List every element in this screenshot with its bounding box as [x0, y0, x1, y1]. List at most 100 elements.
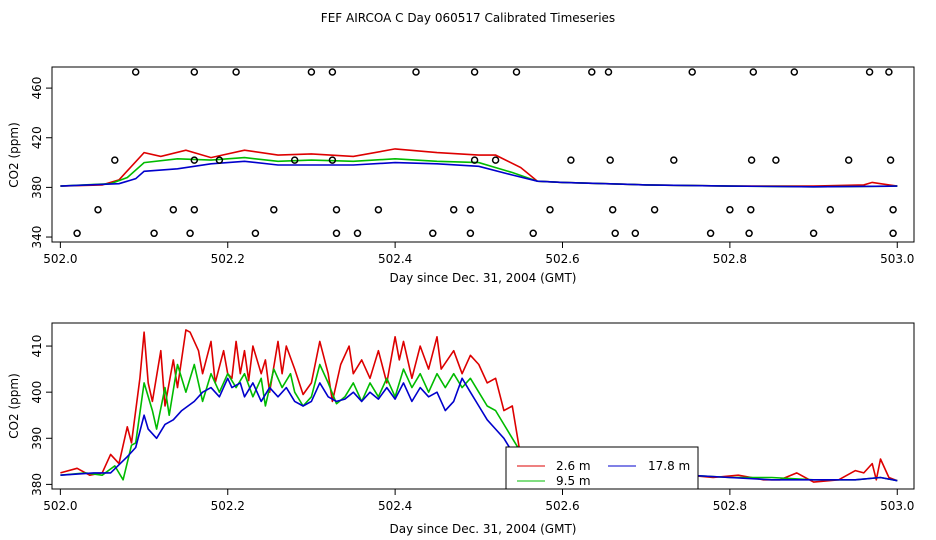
top-y-tick-label: 420 [30, 126, 44, 149]
top-marker [412, 68, 420, 76]
top-y-tick-label: 340 [30, 226, 44, 249]
top-x-tick-label: 502.8 [713, 252, 747, 266]
legend-label-2-6m: 2.6 m [556, 459, 591, 473]
top-panel: 502.0 502.2 502.4 502.6 502.8 503.0 340 380 420… [7, 66, 915, 285]
top-marker [429, 229, 437, 238]
top-marker [865, 68, 874, 76]
top-marker [73, 229, 81, 238]
top-marker [491, 156, 500, 164]
top-marker [466, 229, 475, 238]
top-series-line-17-8-m [60, 160, 898, 188]
top-y-label: CO2 (ppm) [7, 122, 21, 188]
legend-label-17-8m: 17.8 m [648, 459, 690, 473]
bottom-x-label: Day since Dec. 31, 2004 (GMT) [390, 522, 577, 536]
bottom-y-tick-label: 390 [30, 427, 44, 450]
top-marker [190, 205, 199, 214]
top-marker [374, 205, 383, 214]
top-marker [353, 229, 362, 238]
top-marker [889, 205, 897, 214]
top-marker [251, 229, 260, 238]
legend-label-9-5m: 9.5 m [556, 474, 591, 488]
bottom-y-axis: 380 390 400 410 [30, 335, 52, 496]
top-marker [747, 156, 756, 164]
top-marker [190, 68, 199, 76]
top-marker [232, 68, 240, 76]
top-marker [790, 68, 799, 76]
top-marker [608, 205, 617, 214]
top-marker [809, 229, 818, 238]
bottom-y-label: CO2 (ppm) [7, 373, 21, 439]
chart-title: FEF AIRCOA C Day 060517 Calibrated Times… [321, 11, 615, 25]
top-series-line-9-5-m [60, 156, 898, 188]
top-marker [470, 156, 479, 164]
top-marker [332, 205, 341, 214]
top-marker [169, 205, 178, 214]
top-marker [546, 205, 554, 214]
legend: 2.6 m 9.5 m 17.8 m [505, 446, 699, 490]
top-series-lines [60, 148, 898, 188]
top-marker [604, 68, 613, 76]
top-marker [94, 205, 102, 214]
top-marker [449, 205, 458, 214]
top-marker [885, 68, 893, 76]
top-marker [270, 205, 278, 214]
top-marker [328, 68, 337, 76]
bottom-x-tick-label: 502.2 [211, 499, 245, 513]
bottom-x-axis: 502.0 502.2 502.4 502.6 502.8 503.0 [43, 489, 914, 513]
top-marker [826, 205, 835, 214]
top-x-tick-label: 502.0 [43, 252, 77, 266]
top-marker [588, 68, 596, 76]
top-y-axis: 340 380 420 460 [30, 77, 52, 249]
top-marker [190, 156, 199, 164]
bottom-x-tick-label: 502.6 [545, 499, 579, 513]
top-marker [332, 229, 341, 238]
top-marker [747, 205, 755, 214]
top-marker [670, 156, 678, 164]
top-marker [131, 68, 140, 76]
top-marker [844, 156, 853, 164]
top-marker [611, 229, 619, 238]
top-marker [606, 156, 614, 164]
bottom-y-tick-label: 410 [30, 335, 44, 358]
top-x-tick-label: 502.2 [211, 252, 245, 266]
top-marker [889, 229, 897, 238]
bottom-y-tick-label: 380 [30, 473, 44, 496]
top-markers [73, 68, 897, 238]
top-marker [512, 68, 521, 76]
top-marker [111, 156, 119, 164]
top-y-tick-label: 460 [30, 77, 44, 100]
top-marker [749, 68, 758, 76]
bottom-x-tick-label: 502.4 [378, 499, 412, 513]
top-x-axis: 502.0 502.2 502.4 502.6 502.8 503.0 [43, 242, 914, 266]
top-marker [470, 68, 479, 76]
top-marker [745, 229, 753, 238]
top-plot-frame [51, 66, 915, 243]
bottom-y-tick-label: 400 [30, 381, 44, 404]
top-marker [307, 68, 316, 76]
top-marker [650, 205, 659, 214]
top-y-tick-label: 380 [30, 176, 44, 199]
top-x-tick-label: 502.6 [545, 252, 579, 266]
bottom-series-lines [60, 329, 898, 483]
bottom-series-line-9-5-m [60, 363, 898, 482]
top-marker [726, 205, 734, 214]
bottom-x-tick-label: 502.0 [43, 499, 77, 513]
top-marker [215, 156, 224, 164]
top-marker [466, 205, 475, 214]
top-x-label: Day since Dec. 31, 2004 (GMT) [390, 271, 577, 285]
top-marker [186, 229, 194, 238]
top-x-tick-label: 503.0 [880, 252, 914, 266]
legend-box [505, 446, 699, 490]
top-marker [567, 156, 575, 164]
bottom-panel: 502.0 502.2 502.4 502.6 502.8 503.0 380 390 400… [7, 322, 915, 536]
top-marker [772, 156, 780, 164]
bottom-x-tick-label: 502.8 [713, 499, 747, 513]
top-marker [706, 229, 715, 238]
top-marker [886, 156, 895, 164]
top-marker [328, 156, 337, 164]
top-marker [290, 156, 299, 164]
top-marker [631, 229, 640, 238]
top-marker [688, 68, 696, 76]
top-marker [529, 229, 537, 238]
